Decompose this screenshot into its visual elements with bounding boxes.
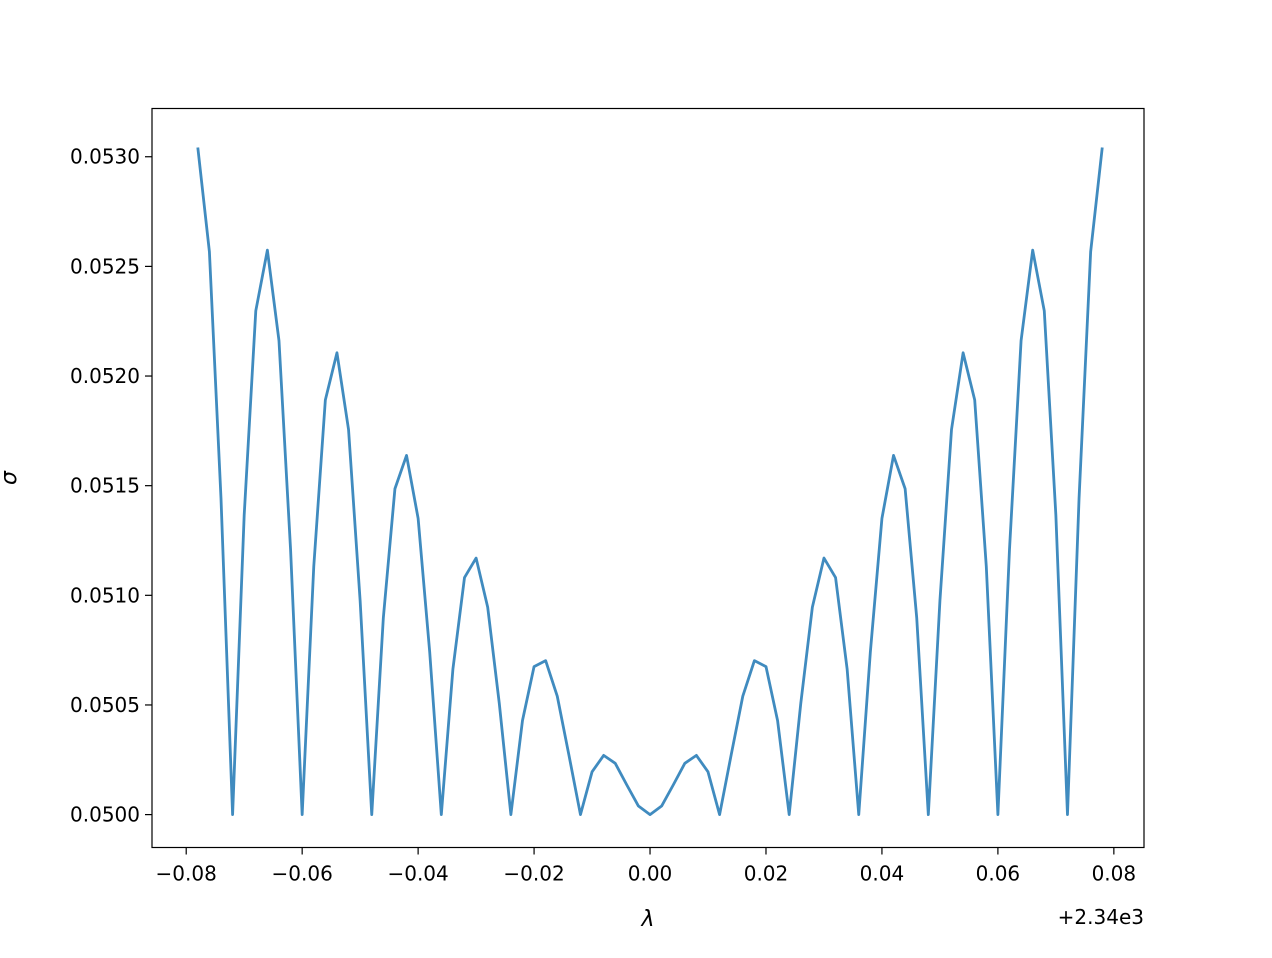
axes-frame [151, 107, 1145, 849]
x-tick-label: −0.06 [272, 862, 333, 886]
y-tick-label: 0.0525 [70, 254, 140, 278]
y-tick-label: 0.0515 [70, 474, 140, 498]
y-tick-label: 0.0530 [70, 145, 140, 169]
x-tick-label: 0.00 [628, 862, 673, 886]
y-tick-label: 0.0520 [70, 364, 140, 388]
y-tick-label: 0.0500 [70, 803, 140, 827]
y-tick-label: 0.0505 [70, 693, 140, 717]
x-tick-label: −0.04 [387, 862, 448, 886]
x-tick-label: −0.02 [503, 862, 564, 886]
x-tick-label: 0.04 [860, 862, 905, 886]
x-tick-label: 0.02 [744, 862, 789, 886]
y-axis-label: σ [0, 470, 22, 485]
series-line-0 [196, 147, 1104, 817]
y-tick-label: 0.0510 [70, 583, 140, 607]
x-offset-label: +2.34e3 [1058, 905, 1144, 929]
x-axis-label: λ [640, 907, 654, 932]
x-tick-label: −0.08 [156, 862, 217, 886]
x-tick-label: 0.08 [1092, 862, 1137, 886]
x-tick-label: 0.06 [976, 862, 1021, 886]
